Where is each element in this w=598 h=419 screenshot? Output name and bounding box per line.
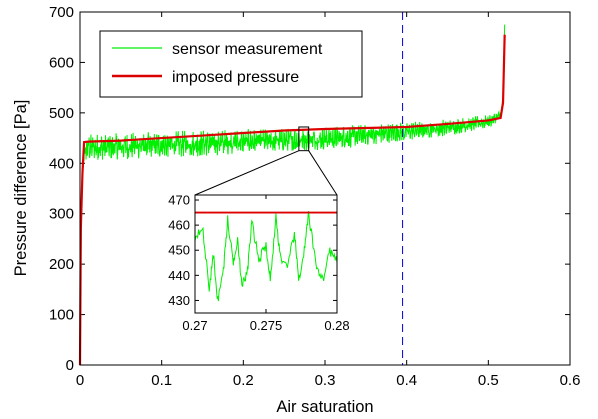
zoom-box xyxy=(298,126,310,152)
inset-y-tick-label: 470 xyxy=(168,193,190,208)
x-tick-label: 0.6 xyxy=(560,372,581,389)
y-tick-label: 600 xyxy=(49,54,74,71)
y-tick-label: 400 xyxy=(49,155,74,172)
inset-ticks: 0.27 0.275 0.28 430 440 450 460 470 xyxy=(168,193,349,333)
zoom-connector-right xyxy=(308,150,338,196)
x-tick-label: 0.3 xyxy=(315,372,336,389)
y-axis-label: Pressure difference [Pa] xyxy=(12,100,30,277)
sensor-measurement-line xyxy=(79,24,506,366)
x-tick-label: 0.4 xyxy=(396,372,417,389)
x-tick-label: 0.2 xyxy=(233,372,254,389)
inset-chart: 0.27 0.275 0.28 430 440 450 460 470 xyxy=(168,193,349,333)
inset-x-tick-label: 0.27 xyxy=(182,318,207,333)
y-tick-label: 0 xyxy=(66,357,74,374)
zoom-layer xyxy=(194,126,338,196)
legend-label-sensor: sensor measurement xyxy=(172,41,323,58)
inset-data xyxy=(194,211,338,302)
y-tick-label: 100 xyxy=(49,307,74,324)
imposed-pressure-line xyxy=(78,34,506,366)
legend: sensor measurement imposed pressure xyxy=(99,30,363,98)
legend-label-imposed: imposed pressure xyxy=(172,69,299,86)
x-axis-label: Air saturation xyxy=(276,398,373,416)
x-tick-label: 0 xyxy=(76,372,84,389)
plot-frame xyxy=(79,11,571,366)
y-tick-label: 300 xyxy=(49,206,74,223)
y-tick-label: 500 xyxy=(49,105,74,122)
main-data xyxy=(78,24,506,366)
x-tick-label: 0.1 xyxy=(151,372,172,389)
y-tick-label: 200 xyxy=(49,256,74,273)
inset-x-tick-label: 0.275 xyxy=(250,318,283,333)
main-ticks: 0 0.1 0.2 0.3 0.4 0.5 0.6 0 100 200 300 400 500 600 70… xyxy=(49,4,580,389)
y-tick-label: 700 xyxy=(49,4,74,21)
inset-y-tick-label: 440 xyxy=(168,268,190,283)
inset-x-tick-label: 0.28 xyxy=(324,318,349,333)
inset-y-tick-label: 450 xyxy=(168,243,190,258)
legend-box xyxy=(99,30,363,98)
inset-frame xyxy=(194,194,338,314)
zoom-connector-left xyxy=(194,150,300,196)
inset-sensor-measurement-line xyxy=(194,211,338,302)
inset-y-tick-label: 460 xyxy=(168,218,190,233)
inset-y-tick-label: 430 xyxy=(168,293,190,308)
x-tick-label: 0.5 xyxy=(478,372,499,389)
